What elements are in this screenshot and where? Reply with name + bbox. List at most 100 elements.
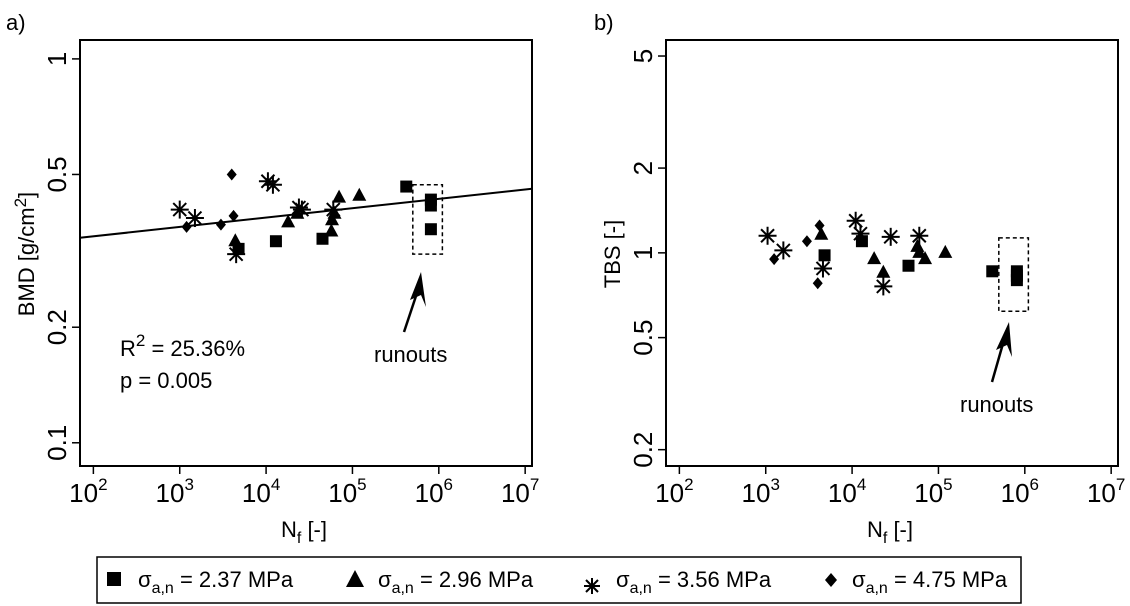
x-tick-label: 107 bbox=[1087, 475, 1125, 508]
data-point-square bbox=[902, 259, 915, 272]
data-point-triangle bbox=[938, 244, 953, 258]
y-tick-label: 0.2 bbox=[42, 309, 72, 345]
data-point-triangle bbox=[814, 226, 829, 240]
x-tick-base: 10 bbox=[1001, 478, 1030, 508]
data-point-diamond bbox=[769, 253, 780, 266]
panel-b-xlabel-sub: f bbox=[883, 530, 888, 547]
panel-a-ylabel-end: ] bbox=[14, 192, 39, 198]
legend-marker-square bbox=[107, 572, 121, 586]
x-tick-base: 10 bbox=[156, 478, 185, 508]
panel-a-y-axis-title: BMD [g/cm2] bbox=[11, 192, 39, 316]
data-point-square bbox=[1010, 274, 1023, 287]
data-point-star bbox=[258, 172, 277, 191]
x-tick-exponent: 6 bbox=[444, 475, 453, 494]
y-tick-label: 1 bbox=[42, 52, 72, 66]
panel-b-arrow-head bbox=[996, 322, 1012, 357]
legend-label-2-37: σa,n = 2.37 MPa bbox=[138, 567, 294, 597]
legend-symbol: σ bbox=[852, 567, 866, 592]
data-point-star bbox=[292, 200, 311, 219]
x-tick-base: 10 bbox=[742, 478, 771, 508]
x-tick-base: 10 bbox=[914, 478, 943, 508]
panel-b-data-points bbox=[758, 211, 1023, 296]
legend-item-2-96: σa,n = 2.96 MPa bbox=[346, 567, 534, 597]
legend-subscript: a,n bbox=[630, 580, 652, 597]
legend-value: = 3.56 MPa bbox=[652, 567, 772, 592]
x-tick-label: 105 bbox=[328, 475, 366, 508]
panel-a-p-annotation: p = 0.005 bbox=[120, 368, 212, 393]
panel-a-xlabel-sub: f bbox=[297, 530, 302, 547]
panel-a-label: a) bbox=[6, 10, 26, 35]
data-point-diamond bbox=[801, 235, 812, 248]
data-point-triangle bbox=[876, 264, 891, 278]
data-point-square bbox=[818, 249, 831, 262]
x-tick-exponent: 7 bbox=[1116, 475, 1125, 494]
data-point-triangle bbox=[332, 189, 347, 203]
panel-a-runout-box-group bbox=[412, 184, 444, 255]
x-tick-label: 104 bbox=[828, 475, 866, 508]
data-point-square bbox=[424, 223, 437, 236]
y-tick-label: 2 bbox=[628, 161, 658, 175]
panel-b-xlabel-main: N bbox=[867, 517, 883, 542]
panel-a-data-points bbox=[170, 168, 437, 264]
panel-b-x-axis-title: Nf [-] bbox=[867, 517, 913, 547]
legend-frame bbox=[96, 556, 1022, 604]
x-tick-label: 103 bbox=[156, 475, 194, 508]
legend-value: = 2.37 MPa bbox=[174, 567, 294, 592]
x-tick-label: 106 bbox=[1001, 475, 1039, 508]
data-point-square bbox=[269, 235, 282, 248]
panel-a-ylabel-sup: 2 bbox=[11, 198, 30, 207]
y-tick-label: 0.1 bbox=[42, 425, 72, 461]
panel-a-r2-main: R bbox=[120, 336, 136, 361]
panel-a-r2-annotation: R2 = 25.36% bbox=[120, 331, 245, 361]
legend-marker-diamond bbox=[825, 573, 837, 587]
legend-value: = 2.96 MPa bbox=[414, 567, 534, 592]
panel-a-runouts-label: runouts bbox=[374, 342, 447, 367]
legend: σa,n = 2.37 MPa σa,n = 2.96 MPa σa,n = 3… bbox=[96, 556, 1022, 604]
panel-b-runouts-label: runouts bbox=[960, 392, 1033, 417]
data-point-star bbox=[263, 175, 282, 194]
legend-item-2-37: σa,n = 2.37 MPa bbox=[107, 567, 294, 597]
x-tick-label: 102 bbox=[69, 475, 107, 508]
data-point-star bbox=[910, 226, 929, 245]
data-point-star bbox=[846, 211, 865, 230]
x-tick-label: 106 bbox=[415, 475, 453, 508]
data-point-triangle bbox=[867, 251, 882, 265]
x-tick-exponent: 2 bbox=[98, 475, 107, 494]
panel-a-x-axis-title: Nf [-] bbox=[281, 517, 327, 547]
panel-b-plot-frame bbox=[665, 39, 1119, 467]
data-point-star bbox=[170, 200, 189, 219]
data-point-star bbox=[881, 227, 900, 246]
legend-item-3-56: σa,n = 3.56 MPa bbox=[584, 567, 772, 597]
y-tick-label: 0.5 bbox=[628, 320, 658, 356]
data-point-star bbox=[851, 224, 870, 243]
x-tick-base: 10 bbox=[242, 478, 271, 508]
panel-b-y-axis-title: TBS [-] bbox=[600, 220, 625, 288]
data-point-triangle bbox=[281, 214, 296, 228]
data-point-star bbox=[227, 245, 246, 264]
legend-symbol: σ bbox=[378, 567, 392, 592]
panel-b-runout-box-group bbox=[998, 237, 1030, 313]
x-tick-label: 103 bbox=[742, 475, 780, 508]
legend-subscript: a,n bbox=[866, 580, 888, 597]
x-tick-exponent: 6 bbox=[1030, 475, 1039, 494]
panel-b-runouts-arrow bbox=[990, 322, 1012, 383]
data-point-diamond bbox=[226, 168, 237, 181]
data-point-triangle bbox=[912, 244, 927, 258]
panel-b-xlabel-unit: [-] bbox=[887, 517, 913, 542]
data-point-star bbox=[813, 259, 832, 278]
legend-symbol: σ bbox=[616, 567, 630, 592]
x-tick-base: 10 bbox=[501, 478, 530, 508]
panel-a-r2-superscript: 2 bbox=[136, 331, 145, 350]
panel-b-y-axis: 0.2 0.5 1 2 5 bbox=[628, 49, 666, 468]
panel-a-r2-value: = 25.36% bbox=[145, 336, 245, 361]
data-point-triangle bbox=[324, 223, 339, 237]
data-point-diamond bbox=[812, 277, 823, 290]
x-tick-exponent: 5 bbox=[943, 475, 952, 494]
data-point-square bbox=[986, 265, 999, 278]
x-tick-base: 10 bbox=[328, 478, 357, 508]
y-tick-label: 5 bbox=[628, 49, 658, 63]
data-point-diamond bbox=[814, 219, 825, 232]
legend-value: = 4.75 MPa bbox=[888, 567, 1008, 592]
